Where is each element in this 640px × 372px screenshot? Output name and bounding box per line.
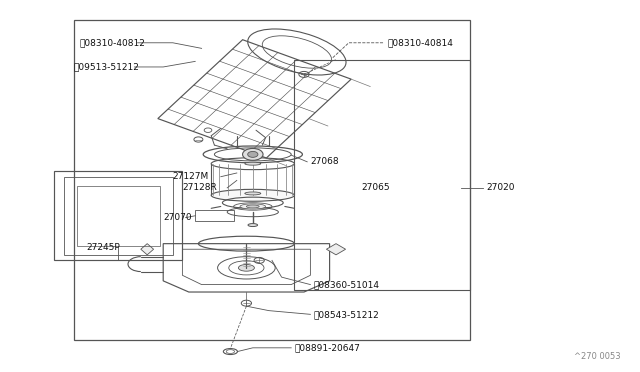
Ellipse shape <box>211 189 294 201</box>
Polygon shape <box>326 244 346 255</box>
Text: 27070: 27070 <box>163 213 192 222</box>
Text: 27068: 27068 <box>310 157 339 166</box>
Text: Ⓜ08310-40812: Ⓜ08310-40812 <box>80 38 146 47</box>
Circle shape <box>248 151 258 157</box>
Text: Ⓚ08891-20647: Ⓚ08891-20647 <box>294 343 360 352</box>
Polygon shape <box>141 244 154 255</box>
Text: Ⓜ08360-51014: Ⓜ08360-51014 <box>314 280 380 289</box>
Ellipse shape <box>240 204 266 209</box>
Text: 27127M: 27127M <box>173 172 209 181</box>
Ellipse shape <box>245 192 261 195</box>
Text: ^270 0053: ^270 0053 <box>574 352 621 361</box>
Text: 27128R: 27128R <box>182 183 217 192</box>
Circle shape <box>243 148 263 160</box>
Ellipse shape <box>245 162 261 165</box>
Text: 27020: 27020 <box>486 183 515 192</box>
Text: Ⓜ08543-51212: Ⓜ08543-51212 <box>314 310 380 319</box>
Ellipse shape <box>248 224 258 227</box>
Text: Ⓜ09513-51212: Ⓜ09513-51212 <box>74 62 140 71</box>
Text: 27065: 27065 <box>362 183 390 192</box>
Text: 27245P: 27245P <box>86 243 120 252</box>
Ellipse shape <box>246 205 259 208</box>
Text: Ⓜ08310-40814: Ⓜ08310-40814 <box>387 38 453 47</box>
Ellipse shape <box>238 264 255 271</box>
